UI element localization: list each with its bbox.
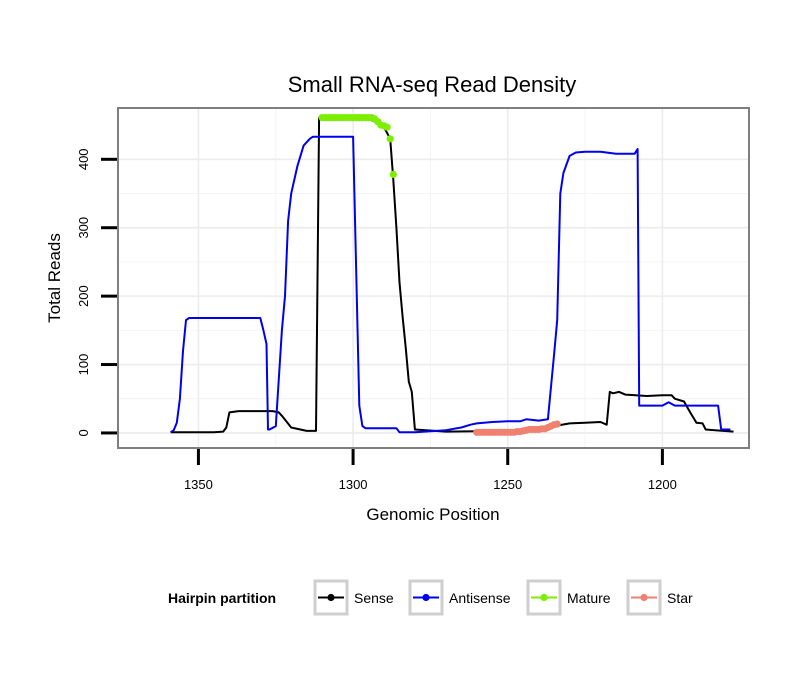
data-point-mature xyxy=(383,123,391,131)
legend-label-sense: Sense xyxy=(354,590,394,606)
y-tick-label: 100 xyxy=(76,354,91,376)
series-line-sense xyxy=(170,116,734,434)
legend-title: Hairpin partition xyxy=(168,590,276,606)
data-point-mature xyxy=(389,170,397,178)
legend-label-mature: Mature xyxy=(567,590,611,606)
legend-label-antisense: Antisense xyxy=(449,590,511,606)
chart-title: Small RNA-seq Read Density xyxy=(288,72,577,97)
x-axis-title: Genomic Position xyxy=(366,505,499,524)
x-tick-label: 1200 xyxy=(648,477,677,492)
x-tick-label: 1350 xyxy=(184,477,213,492)
x-axis: 1350 1300 1250 1200 xyxy=(184,449,677,492)
y-tick-label: 300 xyxy=(76,217,91,239)
legend-key-point-sense xyxy=(327,593,335,602)
series-line-antisense xyxy=(170,135,731,434)
y-tick-label: 200 xyxy=(76,285,91,307)
data-point-star xyxy=(553,420,561,428)
legend-key-point-antisense xyxy=(422,593,430,602)
data-point-mature xyxy=(386,135,394,143)
y-axis: 0 100 200 300 400 xyxy=(76,148,117,437)
legend-label-star: Star xyxy=(667,590,693,606)
legend-key-point-star xyxy=(640,593,648,602)
plot-area xyxy=(170,114,734,436)
legend-key-point-mature xyxy=(540,593,548,602)
y-axis-title: Total Reads xyxy=(45,233,64,323)
x-tick-label: 1250 xyxy=(493,477,522,492)
y-tick-label: 400 xyxy=(76,148,91,170)
y-tick-label: 0 xyxy=(76,429,91,436)
legend: Hairpin partition Sense Antisense Mature St… xyxy=(168,579,693,616)
x-tick-label: 1300 xyxy=(339,477,368,492)
plot-background xyxy=(118,108,749,448)
plot-border xyxy=(117,107,750,449)
